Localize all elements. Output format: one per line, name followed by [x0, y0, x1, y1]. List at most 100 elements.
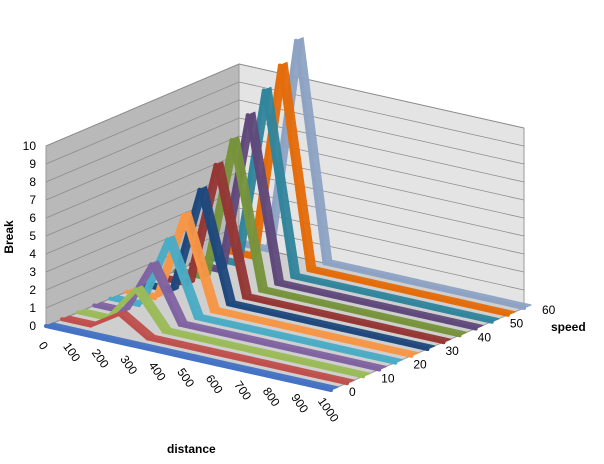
line-mark	[145, 336, 179, 347]
line-mark	[336, 347, 369, 359]
line-mark	[306, 268, 339, 279]
line-mark	[60, 317, 93, 328]
line-mark	[129, 343, 162, 354]
line-mark	[322, 261, 355, 272]
x-tick-label: 800	[260, 385, 283, 410]
line-mark	[493, 299, 526, 310]
series-speed-20	[108, 235, 403, 365]
gridline-break-8	[45, 99, 525, 183]
x-axis-title: distance	[167, 442, 216, 456]
line-mark	[294, 38, 327, 266]
line-mark	[231, 355, 264, 366]
line-mark	[270, 301, 304, 313]
y-tick-label: 6	[29, 211, 36, 225]
line-mark	[300, 381, 333, 392]
line-mark	[477, 306, 510, 317]
y-tick-label: 3	[29, 265, 36, 279]
line-mark	[388, 307, 421, 318]
line-mark	[408, 280, 441, 291]
x-tick-label: 500	[174, 365, 197, 390]
line-mark	[217, 113, 250, 273]
y-axis-title: Break	[2, 220, 16, 254]
line-mark	[279, 335, 312, 346]
line-mark	[209, 309, 243, 320]
line-mark	[165, 237, 198, 320]
x-tick-label: 200	[89, 346, 112, 371]
x-tick-label: 0	[36, 339, 51, 353]
line-mark	[206, 329, 239, 340]
line-mark	[391, 287, 425, 298]
line-mark	[352, 341, 385, 352]
line-mark	[343, 307, 377, 319]
line-mark	[277, 63, 311, 273]
line-mark	[351, 267, 384, 278]
line-mark	[283, 315, 316, 326]
line-mark	[117, 311, 150, 341]
series-speed-5	[60, 310, 355, 386]
line-mark	[181, 212, 214, 314]
line-mark	[316, 374, 350, 386]
line-mark	[379, 274, 412, 285]
line-mark	[291, 348, 325, 359]
line-mark	[186, 356, 219, 367]
line-mark	[347, 287, 380, 299]
line-mark	[274, 281, 307, 293]
line-mark	[288, 368, 321, 379]
chart-series-group	[44, 37, 532, 392]
line-mark	[334, 274, 368, 285]
z-tick-label: 40	[478, 330, 492, 344]
line-mark	[44, 324, 77, 335]
line-mark	[320, 354, 353, 366]
line-mark	[250, 328, 284, 340]
z-tick-label: 20	[413, 358, 427, 372]
z-tick-label: 50	[510, 317, 524, 331]
line-mark	[242, 295, 275, 306]
series-speed-10	[76, 285, 371, 379]
gridline-break-6	[45, 135, 525, 219]
line-mark	[327, 314, 361, 325]
gridline-break-2	[45, 207, 525, 291]
line-mark	[429, 326, 462, 338]
line-mark	[169, 187, 202, 294]
line-mark	[384, 327, 418, 338]
line-mark	[275, 355, 309, 366]
z-axis-title: speed	[551, 320, 586, 334]
line-mark	[233, 88, 266, 267]
line-mark	[332, 367, 366, 379]
line-mark	[304, 361, 337, 372]
line-mark	[272, 375, 305, 386]
line-mark	[315, 301, 348, 312]
line-mark	[348, 361, 382, 372]
line-mark	[290, 274, 323, 286]
y-tick-label: 9	[29, 157, 36, 171]
line-mark	[448, 300, 482, 311]
line-mark	[436, 286, 469, 298]
line-mark	[397, 340, 430, 351]
line-mark	[372, 314, 405, 325]
line-mark	[238, 315, 271, 326]
line-mark	[340, 327, 373, 339]
x-tick-label: 900	[288, 391, 311, 416]
y-tick-label: 7	[29, 193, 36, 207]
line-mark	[161, 329, 195, 340]
line-mark	[356, 320, 389, 332]
line-mark	[404, 300, 437, 311]
line-mark	[185, 162, 218, 287]
line-mark	[380, 347, 414, 358]
series-speed-0	[44, 322, 339, 392]
line-mark	[364, 354, 398, 365]
line-mark	[193, 315, 227, 327]
y-tick-label: 2	[29, 283, 36, 297]
line-mark	[88, 311, 122, 328]
line-mark	[133, 287, 166, 334]
y-tick-label: 0	[29, 319, 36, 333]
z-tick-label: 60	[542, 303, 556, 317]
line-mark	[261, 88, 295, 279]
line-mark	[158, 349, 191, 360]
x-tick-label: 600	[203, 372, 226, 397]
line-mark	[215, 362, 248, 373]
line-mark	[249, 63, 282, 260]
line-mark	[104, 287, 138, 321]
